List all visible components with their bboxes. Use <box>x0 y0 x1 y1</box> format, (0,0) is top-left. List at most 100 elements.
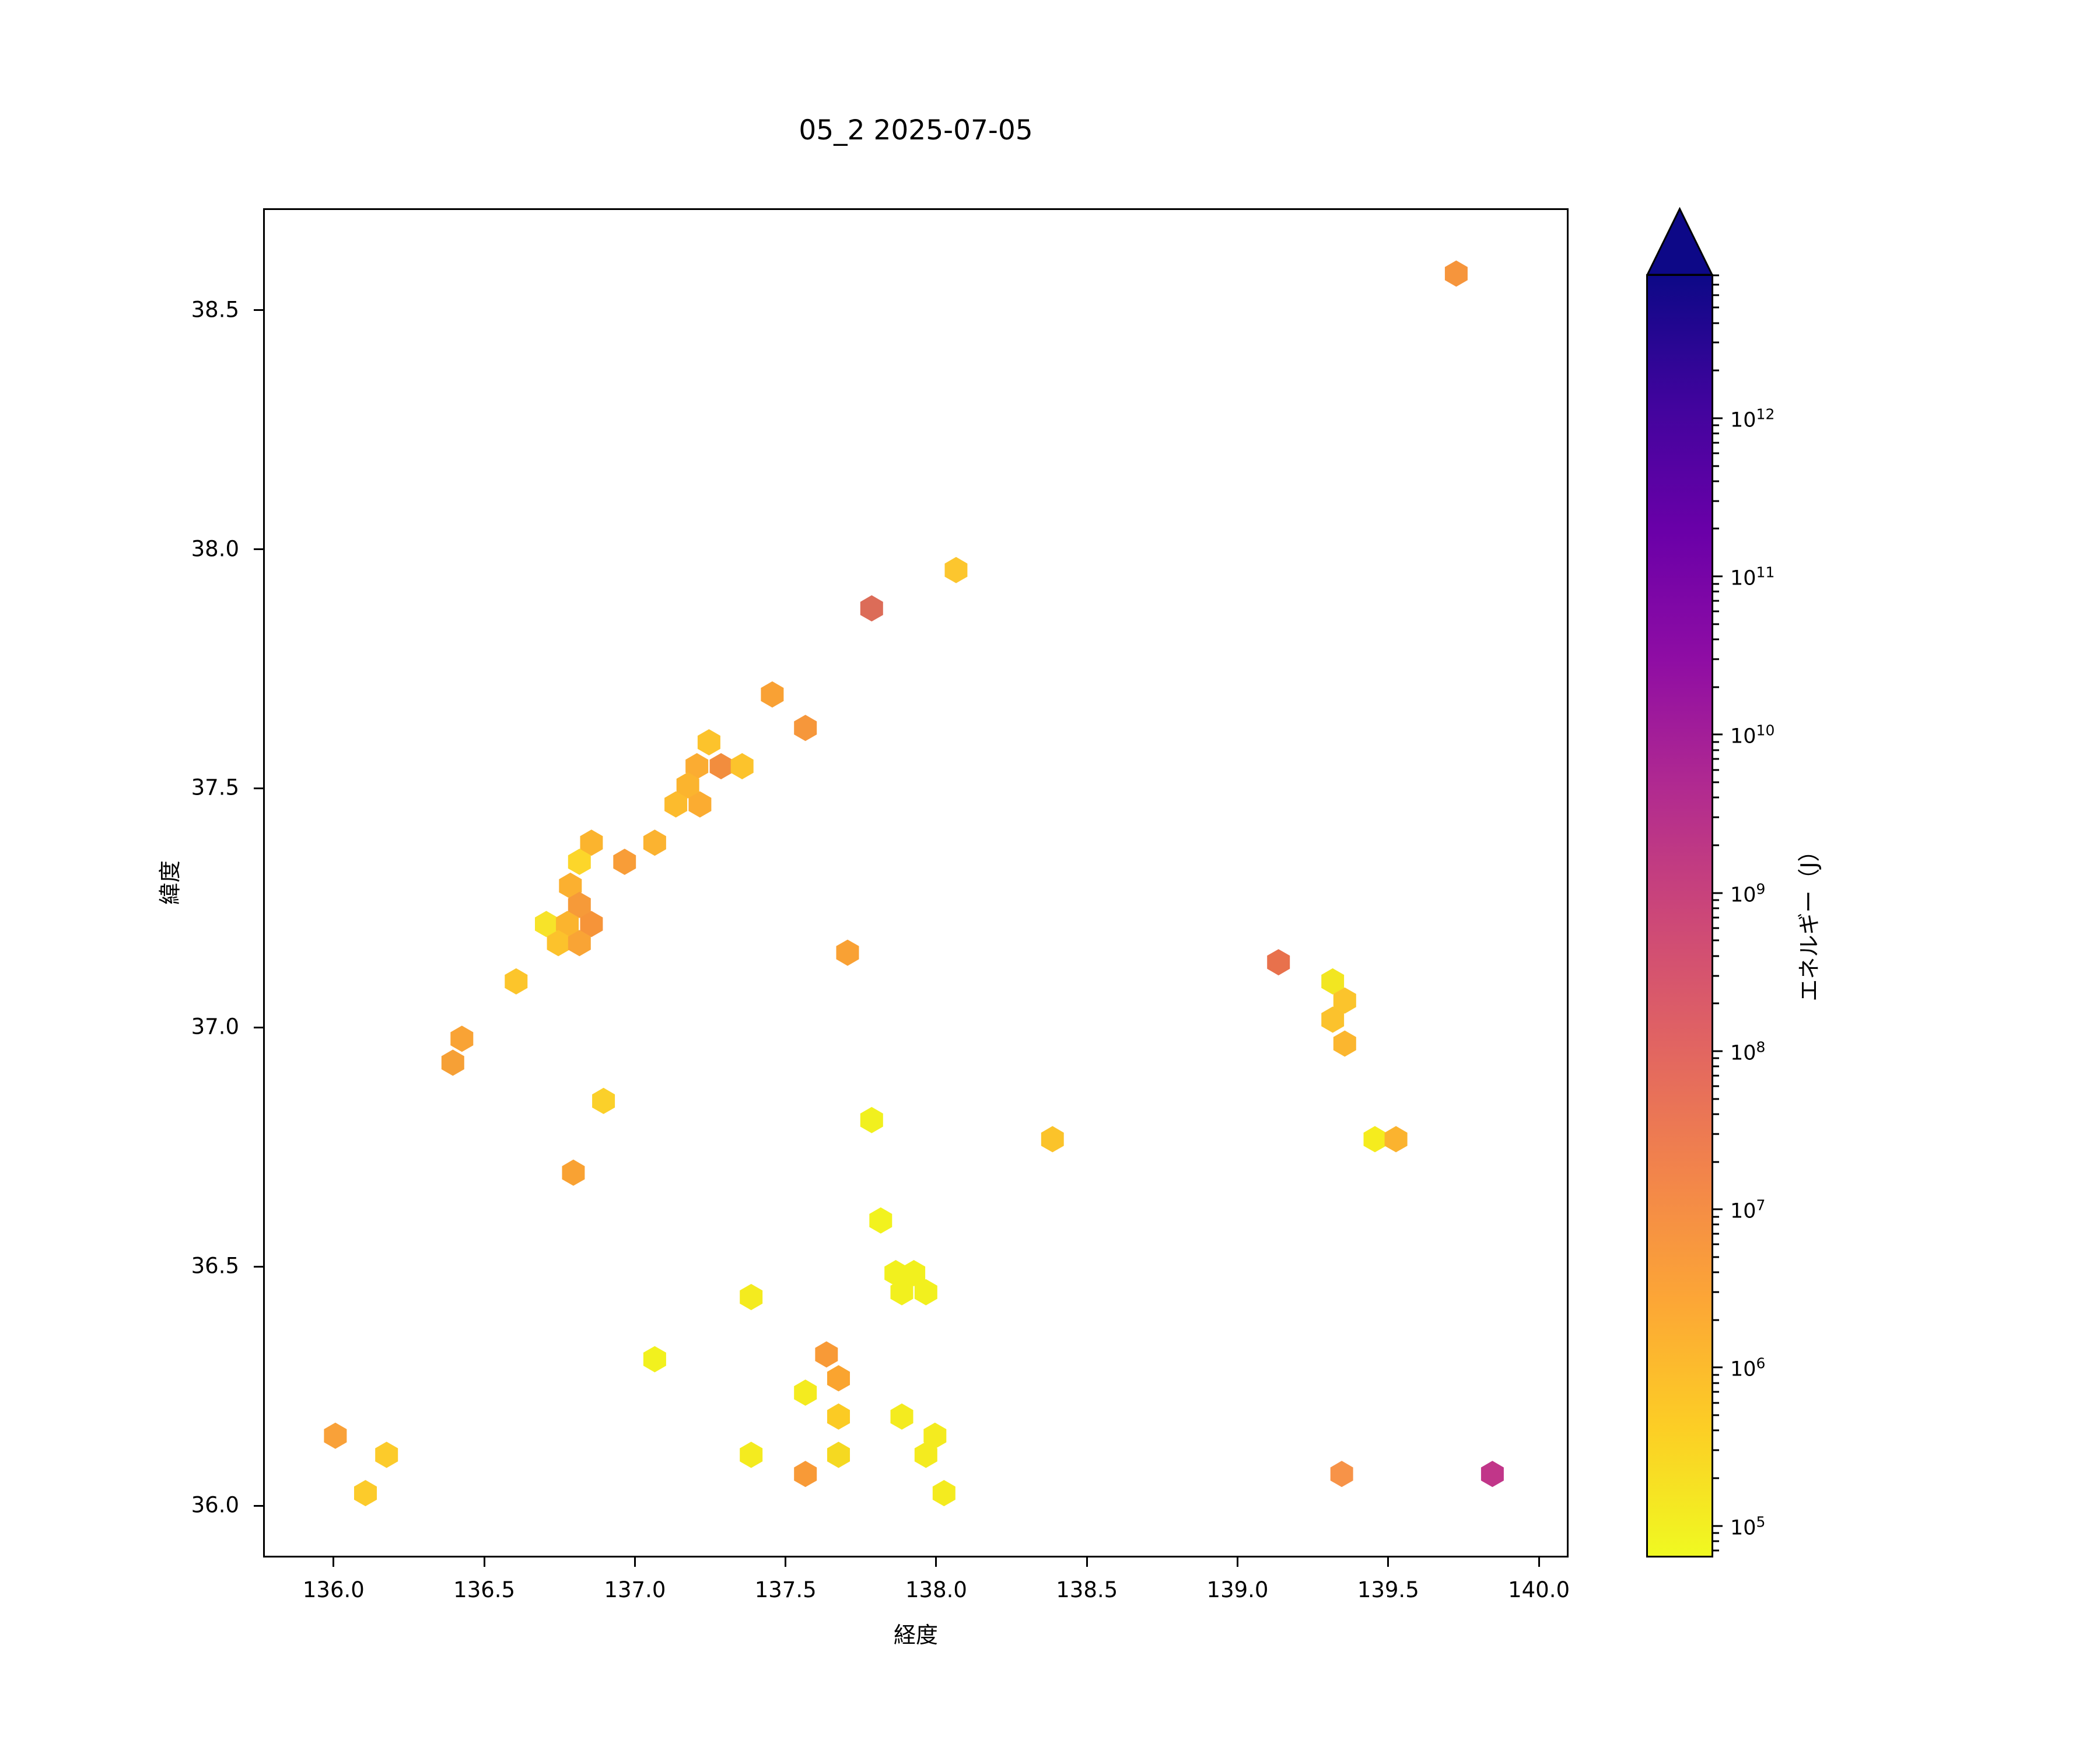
hexbin-cell <box>815 1341 838 1368</box>
colorbar-minor-tick <box>1713 781 1719 783</box>
colorbar-minor-tick <box>1713 465 1719 467</box>
hexbin-cell <box>592 1087 615 1114</box>
x-axis-tick-label: 136.5 <box>453 1577 516 1602</box>
colorbar-minor-tick <box>1713 1098 1719 1100</box>
colorbar-tick-label: 1011 <box>1730 564 1775 590</box>
y-axis-tick <box>254 1504 263 1507</box>
hexbin-cell <box>1041 1126 1064 1153</box>
colorbar-label: エネルギー（J） <box>1796 839 1822 1002</box>
x-axis-tick-label: 140.0 <box>1508 1577 1570 1602</box>
x-axis-tick <box>935 1558 937 1567</box>
hexbin-cell <box>535 911 558 937</box>
x-axis-tick-label: 137.5 <box>754 1577 817 1602</box>
colorbar-minor-tick <box>1713 1549 1719 1552</box>
colorbar-minor-tick <box>1713 816 1719 818</box>
colorbar-minor-tick <box>1713 1233 1719 1235</box>
colorbar-minor-tick <box>1713 1532 1719 1534</box>
y-axis-tick-label: 36.0 <box>191 1492 239 1518</box>
colorbar-tick <box>1713 575 1723 578</box>
hexbin-cell <box>441 1049 464 1076</box>
hexbin-cell <box>860 1107 883 1133</box>
chart-title: 05_2 2025-07-05 <box>799 114 1033 146</box>
colorbar-gradient <box>1646 274 1713 1558</box>
colorbar-tick <box>1713 892 1723 894</box>
hexbin-cell <box>562 1159 585 1186</box>
hexbin-cell <box>1363 1126 1387 1153</box>
colorbar-minor-tick <box>1713 1161 1719 1163</box>
colorbar-minor-tick <box>1713 284 1719 286</box>
colorbar-minor-tick <box>1713 907 1719 909</box>
hexbin-cell <box>914 1279 937 1306</box>
y-axis-tick <box>254 1026 263 1028</box>
colorbar-minor-tick <box>1713 341 1719 344</box>
hexbin-cell <box>676 772 699 799</box>
colorbar-minor-tick <box>1713 686 1719 688</box>
colorbar-minor-tick <box>1713 758 1719 760</box>
colorbar-tick <box>1713 1050 1723 1052</box>
hexbin-cell <box>1321 968 1345 995</box>
hexbin-cell <box>890 1403 914 1430</box>
colorbar-minor-tick <box>1713 1002 1719 1005</box>
hexbin-cell <box>568 930 591 957</box>
colorbar-minor-tick <box>1713 480 1719 482</box>
colorbar-minor-tick <box>1713 1256 1719 1258</box>
colorbar-minor-tick <box>1713 369 1719 372</box>
colorbar-minor-tick <box>1713 955 1719 957</box>
colorbar-tick <box>1713 1366 1723 1368</box>
colorbar-tick <box>1713 1208 1723 1210</box>
colorbar-minor-tick <box>1713 1291 1719 1293</box>
hexbin-cell <box>709 753 733 779</box>
y-axis-tick <box>254 1265 263 1268</box>
hexbin-cell <box>664 791 688 818</box>
x-axis-tick-label: 139.0 <box>1206 1577 1269 1602</box>
colorbar-tick-label: 1012 <box>1730 405 1775 432</box>
colorbar-minor-tick <box>1713 1065 1719 1068</box>
colorbar-minor-tick <box>1713 610 1719 612</box>
y-axis-tick-label: 36.5 <box>191 1253 239 1279</box>
hexbin-cell <box>505 968 528 995</box>
x-axis-tick-label: 136.0 <box>302 1577 365 1602</box>
colorbar-minor-tick <box>1713 306 1719 309</box>
x-axis-tick <box>483 1558 485 1567</box>
colorbar-minor-tick <box>1713 1449 1719 1451</box>
colorbar-minor-tick <box>1713 1374 1719 1376</box>
colorbar-minor-tick <box>1713 600 1719 602</box>
colorbar-minor-tick <box>1713 1402 1719 1404</box>
hexbin-cell <box>1480 1461 1504 1488</box>
y-axis-tick <box>254 787 263 789</box>
colorbar-minor-tick <box>1713 452 1719 454</box>
hexbin-cell <box>580 830 603 856</box>
colorbar-minor-tick <box>1713 939 1719 942</box>
x-axis-label: 経度 <box>893 1622 938 1648</box>
colorbar-minor-tick <box>1713 1271 1719 1273</box>
colorbar-minor-tick <box>1713 749 1719 751</box>
colorbar-minor-tick <box>1713 1382 1719 1384</box>
hexbin-cell <box>794 715 817 741</box>
hexbin-cell <box>794 1379 817 1406</box>
colorbar-tick-label: 105 <box>1730 1513 1766 1540</box>
hexbin-cell <box>836 939 859 966</box>
colorbar-minor-tick <box>1713 1319 1719 1321</box>
hexbin-cell <box>547 930 570 957</box>
colorbar-minor-tick <box>1713 590 1719 593</box>
colorbar-minor-tick <box>1713 1429 1719 1432</box>
hexbin-cell <box>794 1461 817 1488</box>
x-axis-tick-label: 138.0 <box>905 1577 967 1602</box>
colorbar-minor-tick <box>1713 322 1719 324</box>
colorbar-minor-tick <box>1713 1243 1719 1245</box>
colorbar-tick-label: 1010 <box>1730 722 1775 748</box>
hexbin-cell <box>568 891 591 918</box>
colorbar-minor-tick <box>1713 1216 1719 1218</box>
plot-area <box>263 208 1569 1558</box>
colorbar-tick-label: 109 <box>1730 880 1766 907</box>
hexbin-cell <box>1333 1030 1356 1057</box>
y-axis-tick <box>254 548 263 551</box>
y-axis-tick-label: 38.5 <box>191 297 239 323</box>
colorbar-tick <box>1713 1525 1723 1527</box>
colorbar-tick-label: 108 <box>1730 1038 1766 1065</box>
hexbin-cell <box>613 848 636 875</box>
x-axis-tick-label: 137.0 <box>604 1577 666 1602</box>
hexbin-cell <box>761 681 784 708</box>
colorbar-minor-tick <box>1713 741 1719 743</box>
hexbin-cell <box>688 791 712 818</box>
